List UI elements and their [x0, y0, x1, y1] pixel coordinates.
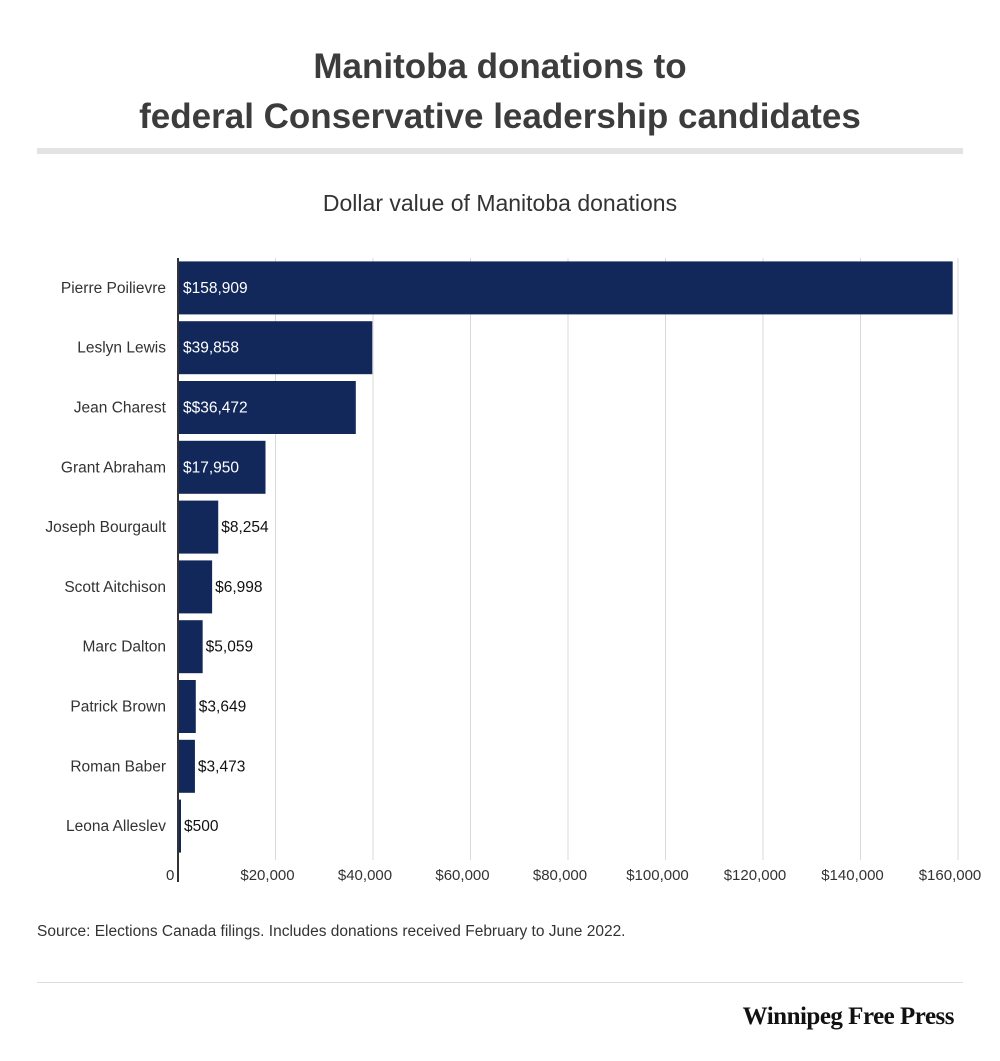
data-label: $6,998	[215, 579, 262, 596]
category-label: Leslyn Lewis	[77, 340, 166, 357]
data-label: $158,909	[183, 280, 248, 297]
chart-title-line1: Manitoba donations to	[313, 47, 687, 86]
bar	[178, 799, 181, 853]
category-label: Grant Abraham	[61, 459, 166, 476]
bar	[178, 261, 953, 315]
source-note: Source: Elections Canada filings. Includ…	[37, 923, 626, 940]
data-label: $8,254	[221, 519, 269, 536]
category-label: Leona Alleslev	[66, 818, 166, 835]
bar	[178, 560, 213, 614]
bar-chart: 0 $20,000 $40,000 $60,000 $80,000 $100,000 $12…	[45, 258, 982, 884]
category-label: Marc Dalton	[82, 639, 166, 656]
data-label: $5,059	[206, 639, 253, 656]
data-label: $3,473	[198, 758, 245, 775]
data-label: $3,649	[199, 699, 246, 716]
chart-title: Manitoba donations to federal Conservati…	[0, 42, 1000, 142]
data-label: $39,858	[183, 340, 239, 357]
category-label: Scott Aitchison	[64, 579, 166, 596]
category-label: Pierre Poilievre	[61, 280, 166, 297]
data-label: $500	[184, 818, 219, 835]
category-label: Roman Baber	[70, 758, 166, 775]
data-label: $$36,472	[183, 400, 248, 417]
x-tick-label: $160,000	[919, 867, 982, 884]
bar	[178, 680, 196, 733]
chart-title-line2: federal Conservative leadership candidat…	[139, 97, 861, 136]
x-tick-label: $40,000	[338, 867, 392, 884]
bar	[178, 440, 266, 494]
x-tick-label: $100,000	[626, 867, 689, 884]
bar	[178, 620, 203, 674]
category-label: Joseph Bourgault	[45, 519, 166, 536]
brand-logo: Winnipeg Free Press	[742, 1003, 955, 1030]
bar	[178, 739, 195, 793]
x-tick-label: $120,000	[724, 867, 787, 884]
bar	[178, 381, 356, 434]
data-label: $17,950	[183, 459, 239, 476]
x-tick-label: 0	[166, 867, 174, 884]
title-divider	[37, 148, 963, 154]
bar	[178, 500, 219, 554]
footer-divider	[37, 982, 963, 983]
x-tick-label: $80,000	[533, 867, 587, 884]
category-label: Patrick Brown	[70, 699, 166, 716]
x-tick-label: $60,000	[435, 867, 489, 884]
bar	[178, 321, 373, 375]
x-tick-label: $140,000	[821, 867, 884, 884]
x-tick-label: $20,000	[240, 867, 294, 884]
category-label: Jean Charest	[74, 400, 167, 417]
chart-subtitle: Dollar value of Manitoba donations	[322, 190, 678, 216]
